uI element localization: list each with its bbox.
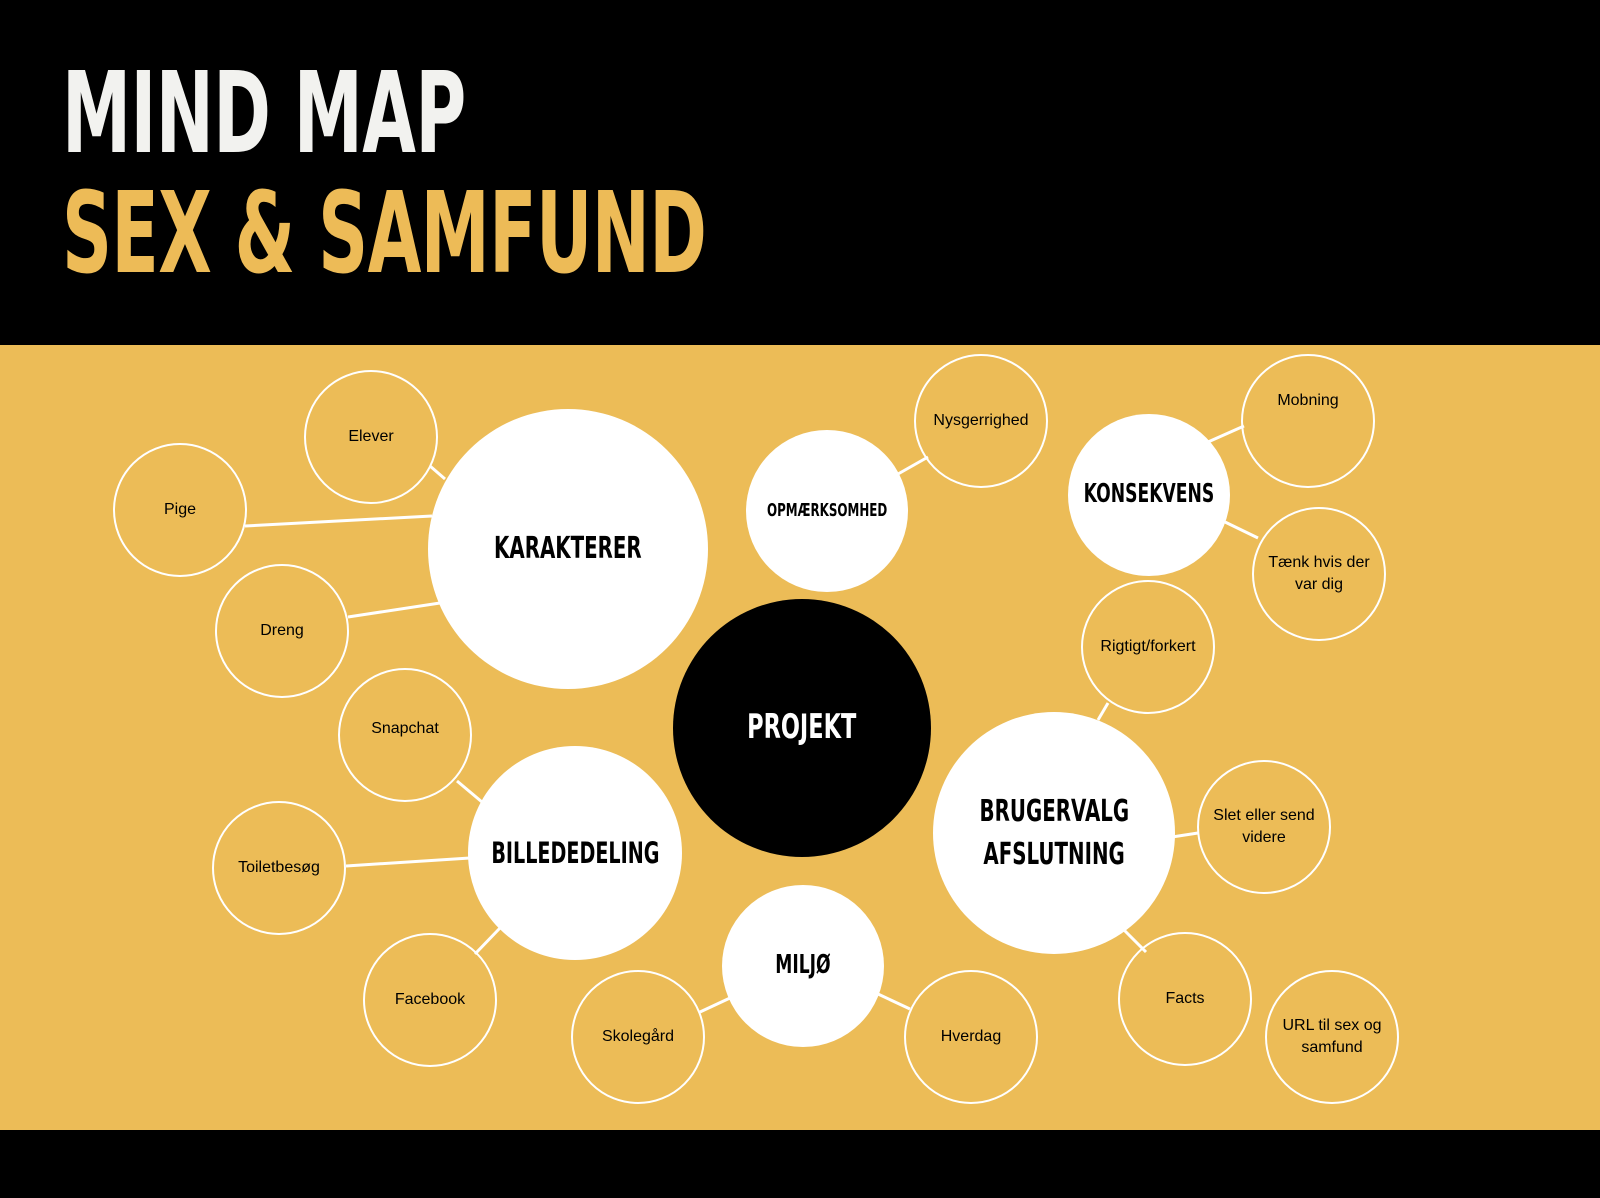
connector-billededeling-snapchat [456, 779, 483, 804]
footer-bar [0, 1130, 1600, 1198]
connector-billededeling-facebook [473, 926, 502, 956]
node-slet-eller-send-videre: Slet eller send videre [1197, 760, 1331, 894]
node-brugervalg-afslutning: BRUGERVALG AFSLUTNING [933, 712, 1175, 954]
node-toiletbesog: Toiletbesøg [212, 801, 346, 935]
node-snapchat: Snapchat [338, 668, 472, 802]
node-nysgerrighed: Nysgerrighed [914, 354, 1048, 488]
node-projekt-label: PROJEKT [747, 707, 857, 748]
title-mind-map: MIND MAP [62, 49, 466, 179]
node-pige: Pige [113, 443, 247, 577]
node-taenk-hvis-der-var-dig: Tænk hvis der var dig [1252, 507, 1386, 641]
connector-konsekvens-taenk [1224, 520, 1259, 540]
node-url-til-sex-og-samfund: URL til sex og samfund [1265, 970, 1399, 1104]
connector-miljo-hverdag [877, 992, 911, 1011]
node-skolegard: Skolegård [571, 970, 705, 1104]
node-hverdag: Hverdag [904, 970, 1038, 1104]
node-billededeling: BILLEDEDELING [468, 746, 682, 960]
node-opmaerksomhed-label: OPMÆRKSOMHED [766, 499, 888, 521]
connector-opmaerksomhed-nysgerrighed [897, 455, 929, 476]
connector-karakterer-pige [244, 514, 433, 528]
node-elever: Elever [304, 370, 438, 504]
header: MIND MAP SEX & SAMFUND [0, 0, 1600, 345]
node-mobning: Mobning [1241, 354, 1375, 488]
node-miljo-label: MILJØ [775, 950, 831, 981]
node-konsekvens: KONSEKVENS [1068, 414, 1230, 576]
connector-brugervalg-slet [1171, 831, 1199, 839]
node-facts: Facts [1118, 932, 1252, 1066]
node-dreng: Dreng [215, 564, 349, 698]
node-projekt: PROJEKT [673, 599, 931, 857]
node-karakterer-label: KARAKTERER [494, 531, 642, 567]
connector-konsekvens-mobning [1207, 424, 1245, 444]
node-miljo: MILJØ [722, 885, 884, 1047]
node-rigtigt-forkert: Rigtigt/forkert [1081, 580, 1215, 714]
connector-miljo-skolegard [699, 996, 731, 1014]
node-karakterer: KARAKTERER [428, 409, 708, 689]
node-billededeling-label: BILLEDEDELING [490, 835, 660, 870]
node-afslutning-label: AFSLUTNING [983, 837, 1125, 872]
connector-brugervalg-rigtigt [1096, 702, 1110, 721]
node-konsekvens-label: KONSEKVENS [1083, 479, 1215, 510]
connector-karakterer-elever [429, 464, 446, 481]
connector-karakterer-dreng [347, 601, 441, 619]
title-sex-samfund: SEX & SAMFUND [62, 169, 707, 299]
node-opmaerksomhed: OPMÆRKSOMHED [746, 430, 908, 592]
node-brugervalg-label: BRUGERVALG [979, 793, 1129, 829]
node-facebook: Facebook [363, 933, 497, 1067]
connector-billededeling-toiletbesog [345, 856, 471, 868]
